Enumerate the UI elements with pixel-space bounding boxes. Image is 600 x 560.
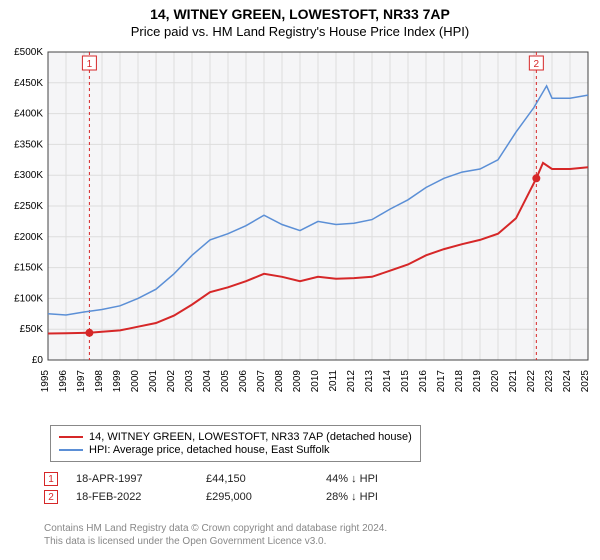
marker-pct: 44% ↓ HPI (326, 473, 466, 485)
license-text: Contains HM Land Registry data © Crown c… (44, 522, 564, 548)
svg-text:2016: 2016 (418, 370, 429, 393)
svg-text:1996: 1996 (58, 370, 69, 393)
svg-text:2002: 2002 (166, 370, 177, 393)
svg-text:£0: £0 (32, 355, 44, 366)
line-chart: £0 £50K £100K £150K £200K £250K £300K £350K £400… (0, 44, 600, 414)
svg-text:2021: 2021 (508, 370, 519, 393)
svg-text:£400K: £400K (14, 109, 43, 120)
sale-marker-row: 1 18-APR-1997£44,15044% ↓ HPI (44, 472, 466, 486)
svg-text:2015: 2015 (400, 370, 411, 393)
svg-text:2005: 2005 (220, 370, 231, 393)
legend-item: HPI: Average price, detached house, East… (59, 444, 412, 456)
svg-text:2023: 2023 (544, 370, 555, 393)
svg-text:£300K: £300K (14, 170, 43, 181)
legend-swatch (59, 436, 83, 438)
svg-text:2017: 2017 (436, 370, 447, 393)
marker-price: £295,000 (206, 491, 326, 503)
svg-text:2013: 2013 (364, 370, 375, 393)
svg-text:£200K: £200K (14, 232, 43, 243)
svg-text:2000: 2000 (130, 370, 141, 393)
svg-text:2: 2 (534, 59, 540, 70)
svg-text:2024: 2024 (562, 370, 573, 393)
svg-text:£450K: £450K (14, 78, 43, 89)
svg-text:2018: 2018 (454, 370, 465, 393)
marker-date: 18-APR-1997 (76, 473, 206, 485)
svg-text:1995: 1995 (40, 370, 51, 393)
page-subtitle: Price paid vs. HM Land Registry's House … (0, 24, 600, 39)
chart-area: £0 £50K £100K £150K £200K £250K £300K £350K £400… (0, 44, 600, 414)
license-line: Contains HM Land Registry data © Crown c… (44, 522, 564, 535)
legend: 14, WITNEY GREEN, LOWESTOFT, NR33 7AP (d… (50, 425, 421, 462)
legend-label: 14, WITNEY GREEN, LOWESTOFT, NR33 7AP (d… (89, 431, 412, 443)
svg-text:£150K: £150K (14, 263, 43, 274)
svg-text:£350K: £350K (14, 139, 43, 150)
svg-text:2001: 2001 (148, 370, 159, 393)
svg-text:2011: 2011 (328, 370, 339, 392)
svg-text:1999: 1999 (112, 370, 123, 393)
svg-text:2025: 2025 (580, 370, 591, 393)
legend-item: 14, WITNEY GREEN, LOWESTOFT, NR33 7AP (d… (59, 431, 412, 443)
marker-pct: 28% ↓ HPI (326, 491, 466, 503)
svg-text:£100K: £100K (14, 293, 43, 304)
svg-text:1998: 1998 (94, 370, 105, 393)
svg-text:2010: 2010 (310, 370, 321, 393)
marker-date: 18-FEB-2022 (76, 491, 206, 503)
sale-marker-row: 2 18-FEB-2022£295,00028% ↓ HPI (44, 490, 466, 504)
svg-text:1: 1 (87, 59, 93, 70)
svg-text:£250K: £250K (14, 201, 43, 212)
legend-label: HPI: Average price, detached house, East… (89, 444, 330, 456)
legend-swatch (59, 449, 83, 451)
sale-markers-table: 1 18-APR-1997£44,15044% ↓ HPI 2 18-FEB-2022… (44, 468, 466, 508)
svg-text:£50K: £50K (20, 324, 44, 335)
svg-text:2022: 2022 (526, 370, 537, 393)
svg-text:2009: 2009 (292, 370, 303, 393)
svg-text:2012: 2012 (346, 370, 357, 393)
svg-text:£500K: £500K (14, 47, 43, 58)
svg-text:2003: 2003 (184, 370, 195, 393)
svg-text:1997: 1997 (76, 370, 87, 393)
svg-text:2006: 2006 (238, 370, 249, 393)
svg-text:2007: 2007 (256, 370, 267, 393)
license-line: This data is licensed under the Open Gov… (44, 535, 564, 548)
svg-text:2014: 2014 (382, 370, 393, 393)
svg-text:2004: 2004 (202, 370, 213, 393)
svg-text:2019: 2019 (472, 370, 483, 393)
svg-text:2008: 2008 (274, 370, 285, 393)
marker-badge: 2 (44, 490, 58, 504)
marker-price: £44,150 (206, 473, 326, 485)
page-title: 14, WITNEY GREEN, LOWESTOFT, NR33 7AP (0, 6, 600, 22)
svg-text:2020: 2020 (490, 370, 501, 393)
marker-badge: 1 (44, 472, 58, 486)
